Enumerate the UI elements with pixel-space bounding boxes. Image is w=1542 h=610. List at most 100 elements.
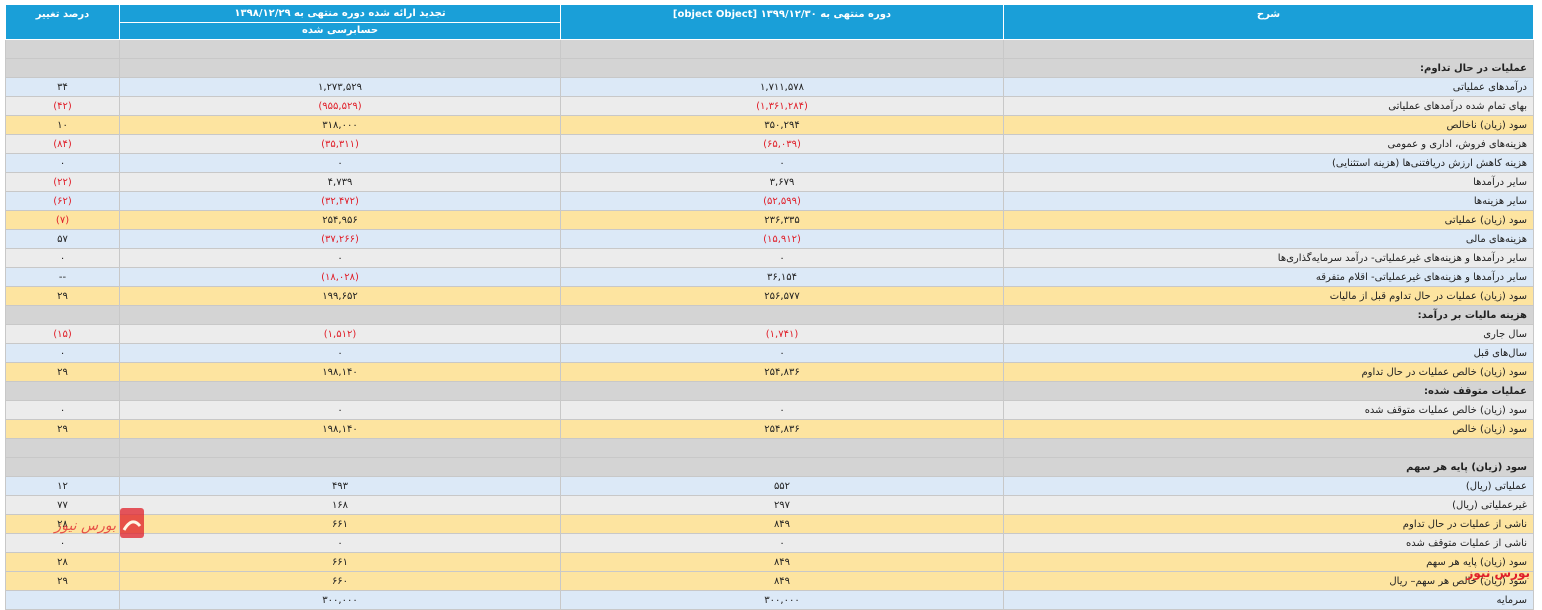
- row-description: بهای تمام شده درآمدهای عملیاتی: [1003, 96, 1534, 116]
- table-row: سود (زیان) ناخالص ۳۵۰,۲۹۴ ۳۱۸,۰۰۰ ۱۰: [5, 115, 1534, 135]
- table-row: سود (زیان) خالص عملیات در حال تداوم ۲۵۴,۸…: [5, 362, 1534, 382]
- row-previous-value: (۳۷,۲۶۶): [119, 229, 561, 249]
- table-row: ناشی از عملیات در حال تداوم ۸۴۹ ۶۶۱ ۲۸: [5, 514, 1534, 534]
- table-row: بهای تمام شده درآمدهای عملیاتی (۱,۳۶۱,۲۸۴…: [5, 96, 1534, 116]
- row-change-percent: ۲۹: [5, 362, 120, 382]
- row-current-value: ۳,۶۷۹: [560, 172, 1004, 192]
- table-row: سود (زیان) خالص ۲۵۴,۸۳۶ ۱۹۸,۱۴۰ ۲۹: [5, 419, 1534, 439]
- row-current-value: ۰: [560, 248, 1004, 268]
- watermark-text: بورس نیوز: [52, 518, 116, 534]
- row-previous-value: ۳۰۰,۰۰۰: [119, 590, 561, 610]
- row-current-value: ۵۵۲: [560, 476, 1004, 496]
- table-row: سایر درآمدها و هزینه‌های غیرعملیاتی- درآ…: [5, 248, 1534, 268]
- row-change-percent: (۴۲): [5, 96, 120, 116]
- row-change-percent: (۲۲): [5, 172, 120, 192]
- row-change-percent: ۷۷: [5, 495, 120, 515]
- row-description: سرمایه: [1003, 590, 1534, 610]
- row-change-percent: (۸۴): [5, 134, 120, 154]
- row-previous-value: [119, 381, 561, 401]
- row-current-value: [560, 39, 1004, 59]
- row-previous-value: ۱۹۸,۱۴۰: [119, 419, 561, 439]
- row-change-percent: [5, 590, 120, 610]
- row-change-percent: ۰: [5, 343, 120, 363]
- row-previous-value: (۱,۵۱۲): [119, 324, 561, 344]
- row-previous-value: ۱۶۸: [119, 495, 561, 515]
- row-previous-value: ۱۹۹,۶۵۲: [119, 286, 561, 306]
- row-description: سایر درآمدها و هزینه‌های غیرعملیاتی- اقل…: [1003, 267, 1534, 287]
- table-row: هزینه کاهش ارزش دریافتنی‌ها (هزینه استثن…: [5, 153, 1534, 173]
- header-previous-title: تجدید ارائه شده دوره منتهی به ۱۳۹۸/۱۲/۲۹: [234, 8, 446, 19]
- row-change-percent: ۲۹: [5, 419, 120, 439]
- row-current-value: (۱۵,۹۱۲): [560, 229, 1004, 249]
- footer-brand: بورس نیوز: [1466, 566, 1530, 580]
- row-current-value: (۱,۷۴۱): [560, 324, 1004, 344]
- row-description: هزینه کاهش ارزش دریافتنی‌ها (هزینه استثن…: [1003, 153, 1534, 173]
- row-current-value: ۸۴۹: [560, 552, 1004, 572]
- row-change-percent: ۲۸: [5, 514, 120, 534]
- section-row: هزینه مالیات بر درآمد:: [5, 305, 1534, 325]
- row-previous-value: [119, 58, 561, 78]
- row-previous-value: ۰: [119, 153, 561, 173]
- table-row: سایر هزینه‌ها (۵۲,۵۹۹) (۳۲,۴۷۲) (۶۲): [5, 191, 1534, 211]
- row-previous-value: ۶۶۱: [119, 552, 561, 572]
- row-previous-value: (۳۵,۳۱۱): [119, 134, 561, 154]
- table-row: ناشی از عملیات متوقف شده ۰ ۰ ۰: [5, 533, 1534, 553]
- row-current-value: ۰: [560, 153, 1004, 173]
- row-previous-value: ۶۶۱: [119, 514, 561, 534]
- row-change-percent: ۱۲: [5, 476, 120, 496]
- table-row: سود (زیان) پایه هر سهم ۸۴۹ ۶۶۱ ۲۸: [5, 552, 1534, 572]
- row-description: عملیات متوقف شده:: [1003, 381, 1534, 401]
- section-row: [5, 438, 1534, 458]
- row-description: [1003, 438, 1534, 458]
- row-current-value: [560, 457, 1004, 477]
- row-previous-value: ۴,۷۳۹: [119, 172, 561, 192]
- row-change-percent: [5, 457, 120, 477]
- row-previous-value: [119, 457, 561, 477]
- row-current-value: (۶۵,۰۳۹): [560, 134, 1004, 154]
- row-change-percent: --: [5, 267, 120, 287]
- row-previous-value: ۱۹۸,۱۴۰: [119, 362, 561, 382]
- section-row: عملیات متوقف شده:: [5, 381, 1534, 401]
- row-description: عملیاتی (ریال): [1003, 476, 1534, 496]
- row-previous-value: (۳۲,۴۷۲): [119, 191, 561, 211]
- header-previous-period: تجدید ارائه شده دوره منتهی به ۱۳۹۸/۱۲/۲۹…: [119, 4, 561, 40]
- table-row: غیرعملیاتی (ریال) ۲۹۷ ۱۶۸ ۷۷: [5, 495, 1534, 515]
- row-current-value: (۱,۳۶۱,۲۸۴): [560, 96, 1004, 116]
- row-description: سود (زیان) عملیات در حال تداوم قبل از ما…: [1003, 286, 1534, 306]
- row-previous-value: ۲۵۴,۹۵۶: [119, 210, 561, 230]
- row-description: سال جاری: [1003, 324, 1534, 344]
- row-description: سایر درآمدها و هزینه‌های غیرعملیاتی- درآ…: [1003, 248, 1534, 268]
- header-audited: حسابرسی شده: [120, 22, 560, 39]
- table-row: سود (زیان) عملیاتی ۲۳۶,۳۳۵ ۲۵۴,۹۵۶ (۷): [5, 210, 1534, 230]
- row-description: سود (زیان) ناخالص: [1003, 115, 1534, 135]
- table-row: سال‌های قبل ۰ ۰ ۰: [5, 343, 1534, 363]
- row-description: ناشی از عملیات متوقف شده: [1003, 533, 1534, 553]
- row-description: سود (زیان) خالص عملیات در حال تداوم: [1003, 362, 1534, 382]
- row-current-value: [560, 305, 1004, 325]
- table-row: سود (زیان) خالص هر سهم– ریال ۸۴۹ ۶۶۰ ۲۹: [5, 571, 1534, 591]
- row-current-value: ۳۰۰,۰۰۰: [560, 590, 1004, 610]
- row-change-percent: (۷): [5, 210, 120, 230]
- row-description: سایر درآمدها: [1003, 172, 1534, 192]
- table-row: سایر درآمدها و هزینه‌های غیرعملیاتی- اقل…: [5, 267, 1534, 287]
- section-row: عملیات در حال تداوم:: [5, 58, 1534, 78]
- row-previous-value: ۶۶۰: [119, 571, 561, 591]
- row-description: سود (زیان) خالص هر سهم– ریال: [1003, 571, 1534, 591]
- table-row: سود (زیان) خالص عملیات متوقف شده ۰ ۰ ۰: [5, 400, 1534, 420]
- row-change-percent: ۵۷: [5, 229, 120, 249]
- header-description: شرح: [1003, 4, 1534, 40]
- row-current-value: ۰: [560, 400, 1004, 420]
- row-current-value: ۲۳۶,۳۳۵: [560, 210, 1004, 230]
- row-description: هزینه‌های مالی: [1003, 229, 1534, 249]
- row-description: سود (زیان) عملیاتی: [1003, 210, 1534, 230]
- table-row: عملیاتی (ریال) ۵۵۲ ۴۹۳ ۱۲: [5, 476, 1534, 496]
- row-change-percent: ۰: [5, 153, 120, 173]
- row-previous-value: ۴۹۳: [119, 476, 561, 496]
- row-previous-value: [119, 305, 561, 325]
- row-change-percent: ۳۴: [5, 77, 120, 97]
- row-change-percent: (۶۲): [5, 191, 120, 211]
- row-previous-value: (۹۵۵,۵۲۹): [119, 96, 561, 116]
- row-description: هزینه‌های فروش، اداری و عمومی: [1003, 134, 1534, 154]
- row-description: هزینه مالیات بر درآمد:: [1003, 305, 1534, 325]
- row-previous-value: ۱,۲۷۳,۵۲۹: [119, 77, 561, 97]
